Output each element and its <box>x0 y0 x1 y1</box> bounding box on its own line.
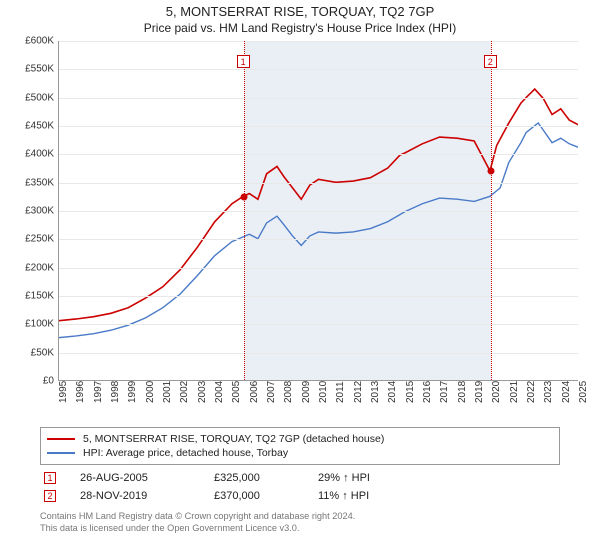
gridline <box>59 296 578 297</box>
footer-line: This data is licensed under the Open Gov… <box>40 523 560 535</box>
legend-label: 5, MONTSERRAT RISE, TORQUAY, TQ2 7GP (de… <box>83 433 384 445</box>
y-tick-label: £550K <box>10 64 54 75</box>
footer-line: Contains HM Land Registry data © Crown c… <box>40 511 560 523</box>
series-line-price_paid <box>59 89 578 321</box>
y-tick-label: £0 <box>10 376 54 387</box>
sale-row: 1 26-AUG-2005 £325,000 29% ↑ HPI <box>40 469 560 487</box>
y-tick-label: £300K <box>10 206 54 217</box>
chart-title: 5, MONTSERRAT RISE, TORQUAY, TQ2 7GP <box>0 4 600 19</box>
y-tick-label: £250K <box>10 234 54 245</box>
sale-price: £370,000 <box>214 490 294 502</box>
sales-list: 1 26-AUG-2005 £325,000 29% ↑ HPI 2 28-NO… <box>40 469 560 505</box>
y-tick-label: £50K <box>10 347 54 358</box>
sale-date: 26-AUG-2005 <box>80 472 190 484</box>
y-tick-label: £100K <box>10 319 54 330</box>
sale-vline <box>244 41 245 380</box>
sale-dot-icon <box>487 168 494 175</box>
y-tick-label: £500K <box>10 92 54 103</box>
sale-vline <box>491 41 492 380</box>
gridline <box>59 126 578 127</box>
sale-price: £325,000 <box>214 472 294 484</box>
gridline <box>59 154 578 155</box>
sale-row: 2 28-NOV-2019 £370,000 11% ↑ HPI <box>40 487 560 505</box>
sale-marker-icon: 1 <box>44 472 56 484</box>
legend-item: HPI: Average price, detached house, Torb… <box>47 446 553 460</box>
attribution-footer: Contains HM Land Registry data © Crown c… <box>40 511 560 535</box>
plot-area: 12 <box>58 41 578 381</box>
y-tick-label: £150K <box>10 291 54 302</box>
sale-marker-box: 1 <box>237 55 250 68</box>
legend-box: 5, MONTSERRAT RISE, TORQUAY, TQ2 7GP (de… <box>40 427 560 465</box>
gridline <box>59 353 578 354</box>
legend-swatch <box>47 452 75 454</box>
sale-date: 28-NOV-2019 <box>80 490 190 502</box>
x-tick-label: 2025 <box>578 381 600 403</box>
legend-label: HPI: Average price, detached house, Torb… <box>83 447 288 459</box>
legend-swatch <box>47 438 75 440</box>
gridline <box>59 239 578 240</box>
gridline <box>59 69 578 70</box>
gridline <box>59 211 578 212</box>
chart-container: £0 £50K £100K £150K £200K £250K £300K £350K £400… <box>10 37 590 427</box>
y-tick-label: £400K <box>10 149 54 160</box>
sale-hpi-delta: 29% ↑ HPI <box>318 472 418 484</box>
gridline <box>59 183 578 184</box>
legend-item: 5, MONTSERRAT RISE, TORQUAY, TQ2 7GP (de… <box>47 432 553 446</box>
chart-subtitle: Price paid vs. HM Land Registry's House … <box>0 21 600 35</box>
sale-dot-icon <box>240 193 247 200</box>
chart-header: 5, MONTSERRAT RISE, TORQUAY, TQ2 7GP Pri… <box>0 0 600 35</box>
y-tick-label: £200K <box>10 262 54 273</box>
gridline <box>59 98 578 99</box>
y-tick-label: £600K <box>10 36 54 47</box>
y-tick-label: £450K <box>10 121 54 132</box>
gridline <box>59 268 578 269</box>
gridline <box>59 41 578 42</box>
sale-marker-icon: 2 <box>44 490 56 502</box>
sale-hpi-delta: 11% ↑ HPI <box>318 490 418 502</box>
gridline <box>59 324 578 325</box>
sale-marker-box: 2 <box>484 55 497 68</box>
y-tick-label: £350K <box>10 177 54 188</box>
